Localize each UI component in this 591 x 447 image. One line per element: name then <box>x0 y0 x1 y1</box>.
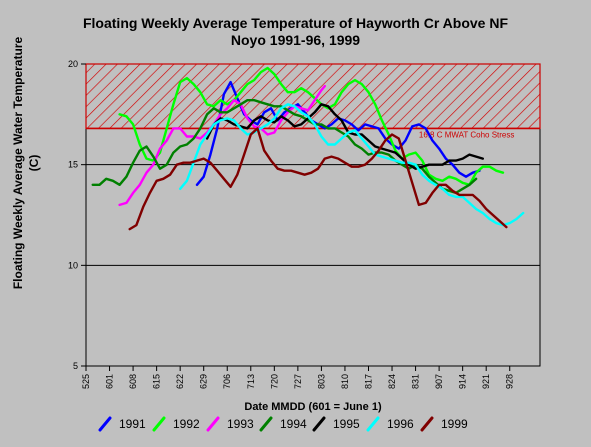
y-tick-label: 5 <box>73 361 78 371</box>
threshold-label: 16.8 C MWAT Coho Stress <box>419 130 514 139</box>
legend-swatch-line <box>312 416 326 432</box>
x-tick-label: 525 <box>81 374 91 389</box>
chart-title-line-1: Floating Weekly Average Temperature of H… <box>82 15 509 31</box>
x-tick-label: 629 <box>199 374 209 389</box>
y-tick-label: 20 <box>68 59 78 69</box>
x-tick-label: 928 <box>505 374 515 389</box>
x-tick-label: 817 <box>363 374 373 389</box>
x-tick-label: 713 <box>246 374 256 389</box>
y-tick-label: 10 <box>68 260 78 270</box>
legend-swatch-line <box>366 416 380 432</box>
series-lines <box>91 66 525 231</box>
legend-swatch-1994 <box>259 416 273 432</box>
x-tick-label: 803 <box>316 374 326 389</box>
x-tick-label: 622 <box>175 374 185 389</box>
x-tick-label: 601 <box>105 374 115 389</box>
legend-swatch-line <box>259 416 273 432</box>
legend-label: 1991 <box>119 417 146 431</box>
legend-label: 1995 <box>333 417 360 431</box>
series-line-1999 <box>128 127 508 231</box>
legend-swatch-1995 <box>312 416 326 432</box>
legend-swatch-line <box>152 416 166 432</box>
x-tick-label: 706 <box>222 374 232 389</box>
y-axis-title: Floating Weekly Average Water Temperatur… <box>11 36 41 290</box>
legend-swatch-line <box>206 416 220 432</box>
legend-swatch-line <box>420 416 434 432</box>
series-line-1992 <box>118 66 505 186</box>
gridlines <box>86 164 540 266</box>
x-tick-label: 831 <box>411 374 421 389</box>
series-line-1996 <box>179 103 525 227</box>
x-tick-label: 907 <box>434 374 444 389</box>
x-tick-label: 810 <box>340 374 350 389</box>
x-tick-label: 720 <box>269 374 279 389</box>
legend-label: 1992 <box>173 417 200 431</box>
x-tick-label: 615 <box>152 374 162 389</box>
legend-swatch-1996 <box>366 416 380 432</box>
x-axis-ticks: 525 601 608 615 622 629 706 713 720 727 803 810 817 8… <box>81 366 515 389</box>
legend: 1991 1992 1993 1994 1995 1996 1999 <box>0 414 591 434</box>
legend-label: 1993 <box>227 417 254 431</box>
legend-swatch-1993 <box>206 416 220 432</box>
legend-swatch-line <box>98 416 112 432</box>
series-line-1995 <box>205 103 484 170</box>
x-tick-label: 727 <box>293 374 303 389</box>
legend-swatch-1992 <box>152 416 166 432</box>
x-tick-label: 914 <box>458 374 468 389</box>
legend-label: 1999 <box>441 417 468 431</box>
x-tick-label: 824 <box>387 374 397 389</box>
chart-title-line-2: Noyo 1991-96, 1999 <box>230 32 361 48</box>
legend-label: 1996 <box>387 417 414 431</box>
x-tick-label: 608 <box>128 374 138 389</box>
x-axis-title: Date MMDD (601 = June 1) <box>244 401 382 413</box>
y-tick-label: 15 <box>68 160 78 170</box>
legend-swatch-1999 <box>420 416 434 432</box>
x-tick-label: 921 <box>481 374 491 389</box>
legend-label: 1994 <box>280 417 307 431</box>
legend-swatch-1991 <box>98 416 112 432</box>
y-axis-ticks: 5 10 15 20 <box>68 59 86 371</box>
